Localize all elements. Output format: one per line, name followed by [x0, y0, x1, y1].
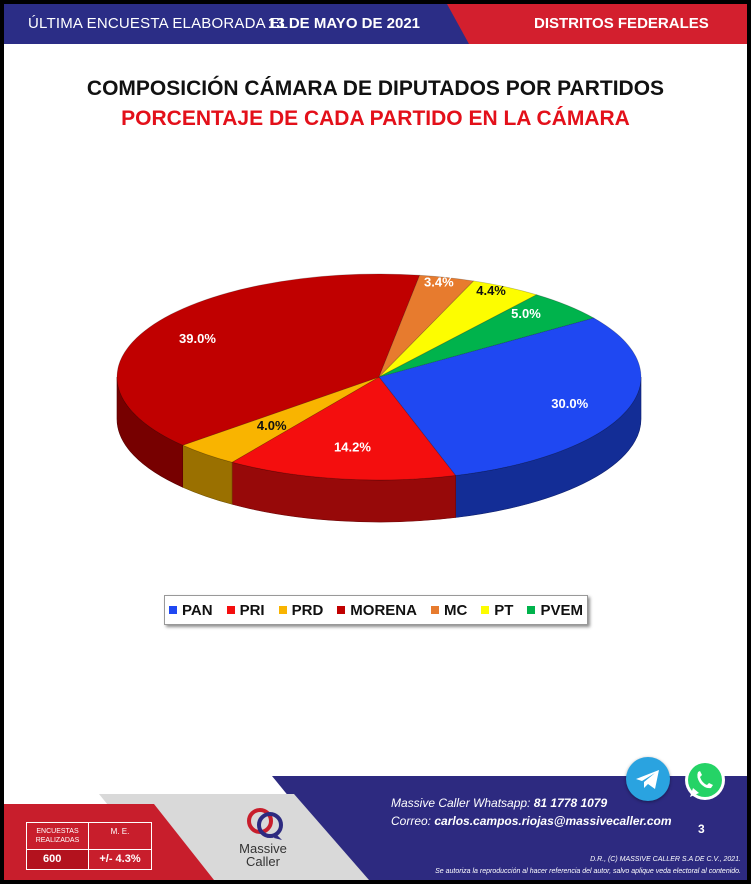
pie-label-morena: 39.0% — [179, 331, 216, 346]
copyright-text: D.R., (C) MASSIVE CALLER S.A DE C.V., 20… — [590, 856, 741, 863]
legend-item-pan: PAN — [169, 602, 213, 619]
header-date: 13 DE MAYO DE 2021 — [268, 15, 421, 32]
chart-subtitle: PORCENTAJE DE CADA PARTIDO EN LA CÁMARA — [121, 107, 630, 130]
legend-swatch — [430, 606, 439, 614]
massive-caller-logo-icon — [247, 808, 283, 840]
chart-title: COMPOSICIÓN CÁMARA DE DIPUTADOS POR PART… — [86, 77, 665, 100]
moe-value: +/- 4.3% — [89, 849, 151, 869]
whatsapp-contact: Massive Caller Whatsapp: 81 1778 1079 — [391, 796, 607, 810]
legend-item-pt: PT — [481, 602, 513, 619]
legend-label: PRI — [239, 601, 265, 619]
pie-slice-prd — [181, 376, 380, 463]
pie-slice-pan — [378, 317, 642, 476]
legend-item-pvem: PVEM — [527, 602, 583, 619]
pie-slice-morena — [116, 273, 421, 446]
legend-label: PVEM — [540, 601, 583, 619]
pie-label-prd: 4.0% — [257, 418, 287, 433]
pie-label-pt: 4.4% — [476, 283, 506, 298]
moe-label: M. E. — [110, 827, 130, 836]
whatsapp-icon[interactable] — [682, 757, 728, 803]
pie-label-pan: 30.0% — [551, 396, 588, 411]
legend-swatch — [226, 606, 235, 614]
header-left-band — [4, 4, 484, 44]
pie-chart: 30.0% 14.2% 4.0% 39.0% 3.4% 4.4% 5.0% — [116, 273, 642, 523]
header-right-band — [447, 4, 747, 44]
legend-swatch — [169, 606, 178, 614]
survey-stats-box: ENCUESTAS REALIZADAS M. E. 600 +/- 4.3% — [26, 822, 152, 870]
legend-swatch — [278, 606, 287, 614]
pie-slice-pt — [378, 280, 538, 378]
pie-slice-pri — [231, 376, 457, 481]
logo-line2: Caller — [246, 854, 280, 869]
pie-slice-mc — [378, 274, 475, 378]
whatsapp-label: Massive Caller Whatsapp: — [391, 796, 531, 810]
email-link[interactable]: carlos.campos.riojas@massivecaller.com — [434, 814, 672, 828]
pie-slice-pvem — [378, 294, 595, 378]
legend-label: PT — [494, 601, 514, 619]
slide-page: ÚLTIMA ENCUESTA ELABORADA EL 13 DE MAYO … — [4, 4, 747, 880]
legend-label: MC — [443, 601, 468, 619]
legend-label: PAN — [182, 601, 213, 619]
surveys-value: 600 — [27, 849, 89, 869]
legend-swatch — [527, 606, 536, 614]
header-bar: ÚLTIMA ENCUESTA ELABORADA EL 13 DE MAYO … — [4, 4, 747, 44]
whatsapp-number[interactable]: 81 1778 1079 — [533, 796, 608, 810]
header-section: DISTRITOS FEDERALES — [534, 15, 709, 32]
legal-text: Se autoriza la reproducción al hacer ref… — [435, 868, 741, 875]
chart-legend: PAN PRI PRD MORENA MC PT PVEM — [164, 595, 588, 625]
legend-item-prd: PRD — [278, 601, 324, 619]
legend-label: MORENA — [350, 601, 417, 619]
logo-wordmark: Massive Caller — [228, 842, 298, 868]
surveys-label: ENCUESTAS REALIZADAS — [27, 823, 89, 849]
legend-item-pri: PRI — [226, 601, 265, 619]
logo-line1: Massive — [239, 841, 287, 856]
email-contact: Correo: carlos.campos.riojas@massivecall… — [391, 814, 672, 828]
legend-item-mc: MC — [430, 601, 468, 619]
pie-label-pri: 14.2% — [334, 439, 371, 454]
legend-swatch — [337, 606, 346, 614]
page-number: 3 — [698, 822, 705, 836]
telegram-icon[interactable] — [626, 757, 670, 801]
email-label: Correo: — [391, 814, 432, 828]
legend-label: PRD — [291, 601, 324, 619]
header-prefix: ÚLTIMA ENCUESTA ELABORADA EL — [28, 15, 289, 32]
legend-item-morena: MORENA — [337, 602, 417, 619]
pie-label-pvem: 5.0% — [511, 306, 541, 321]
legend-swatch — [481, 606, 490, 614]
pie-label-mc: 3.4% — [424, 274, 454, 289]
